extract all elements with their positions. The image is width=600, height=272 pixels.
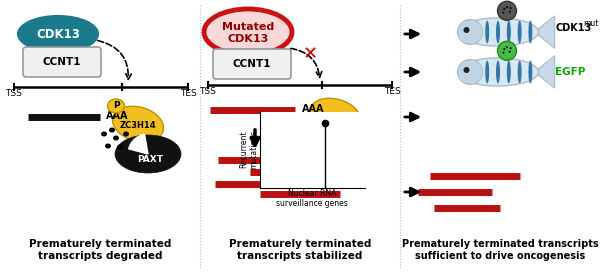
Text: AAA: AAA (106, 111, 128, 121)
Text: ✕: ✕ (302, 45, 317, 63)
Ellipse shape (485, 20, 489, 44)
Ellipse shape (458, 20, 482, 45)
Ellipse shape (458, 60, 482, 85)
Ellipse shape (496, 60, 500, 84)
Polygon shape (535, 56, 555, 88)
Text: Prematurely terminated
transcripts degraded: Prematurely terminated transcripts degra… (29, 239, 171, 261)
Text: ZC3H14: ZC3H14 (317, 113, 353, 122)
Ellipse shape (458, 18, 539, 46)
Ellipse shape (464, 60, 467, 84)
Ellipse shape (506, 46, 508, 48)
Ellipse shape (105, 144, 111, 149)
Text: CCNT1: CCNT1 (43, 57, 81, 67)
Ellipse shape (475, 20, 478, 44)
Ellipse shape (109, 128, 115, 132)
Ellipse shape (507, 60, 511, 84)
Ellipse shape (113, 135, 119, 141)
Ellipse shape (497, 1, 517, 20)
Wedge shape (128, 134, 148, 154)
Text: mut: mut (583, 20, 598, 29)
Text: P: P (113, 101, 119, 110)
Text: CCNT1: CCNT1 (233, 59, 271, 69)
Ellipse shape (503, 48, 505, 50)
FancyBboxPatch shape (23, 47, 101, 77)
Ellipse shape (464, 20, 467, 44)
Text: CDK13: CDK13 (227, 34, 269, 44)
Ellipse shape (485, 60, 489, 84)
Y-axis label: Recurrent
mutations: Recurrent mutations (239, 130, 259, 169)
Ellipse shape (502, 52, 505, 54)
X-axis label: Nuclear RNA
surveillance genes: Nuclear RNA surveillance genes (277, 189, 348, 208)
Ellipse shape (458, 58, 539, 86)
Ellipse shape (507, 20, 511, 44)
Ellipse shape (464, 67, 470, 73)
Ellipse shape (123, 131, 129, 137)
Ellipse shape (509, 51, 511, 53)
Ellipse shape (509, 47, 512, 49)
Ellipse shape (117, 144, 123, 150)
Ellipse shape (502, 12, 505, 14)
Ellipse shape (107, 99, 125, 113)
Text: PAXT: PAXT (137, 154, 163, 163)
Ellipse shape (529, 20, 532, 44)
Ellipse shape (310, 98, 361, 134)
Text: Mutated: Mutated (222, 22, 274, 32)
Text: CDK13: CDK13 (555, 23, 591, 33)
Text: TSS: TSS (200, 88, 217, 97)
Text: EGFP: EGFP (555, 67, 586, 77)
Ellipse shape (497, 41, 517, 60)
Text: TSS: TSS (5, 89, 22, 98)
Ellipse shape (509, 11, 511, 13)
Ellipse shape (101, 131, 107, 137)
Text: Prematurely terminated transcripts
sufficient to drive oncogenesis: Prematurely terminated transcripts suffi… (401, 239, 598, 261)
Polygon shape (535, 16, 555, 48)
Ellipse shape (509, 7, 512, 9)
FancyBboxPatch shape (213, 49, 291, 79)
Ellipse shape (464, 27, 470, 33)
Text: AAA: AAA (302, 104, 325, 114)
Ellipse shape (475, 60, 478, 84)
Ellipse shape (529, 60, 532, 84)
Ellipse shape (518, 20, 521, 44)
Ellipse shape (503, 8, 505, 10)
Text: ZC3H14: ZC3H14 (119, 122, 157, 131)
Text: CDK13: CDK13 (36, 27, 80, 41)
Text: TES: TES (179, 89, 196, 98)
Ellipse shape (18, 16, 98, 52)
Ellipse shape (204, 9, 292, 55)
Ellipse shape (518, 60, 521, 84)
Ellipse shape (496, 20, 500, 44)
Ellipse shape (506, 6, 508, 8)
Ellipse shape (115, 135, 181, 173)
Text: Prematurely terminated
transcripts stabilized: Prematurely terminated transcripts stabi… (229, 239, 371, 261)
Ellipse shape (113, 106, 163, 142)
Text: TES: TES (383, 88, 400, 97)
